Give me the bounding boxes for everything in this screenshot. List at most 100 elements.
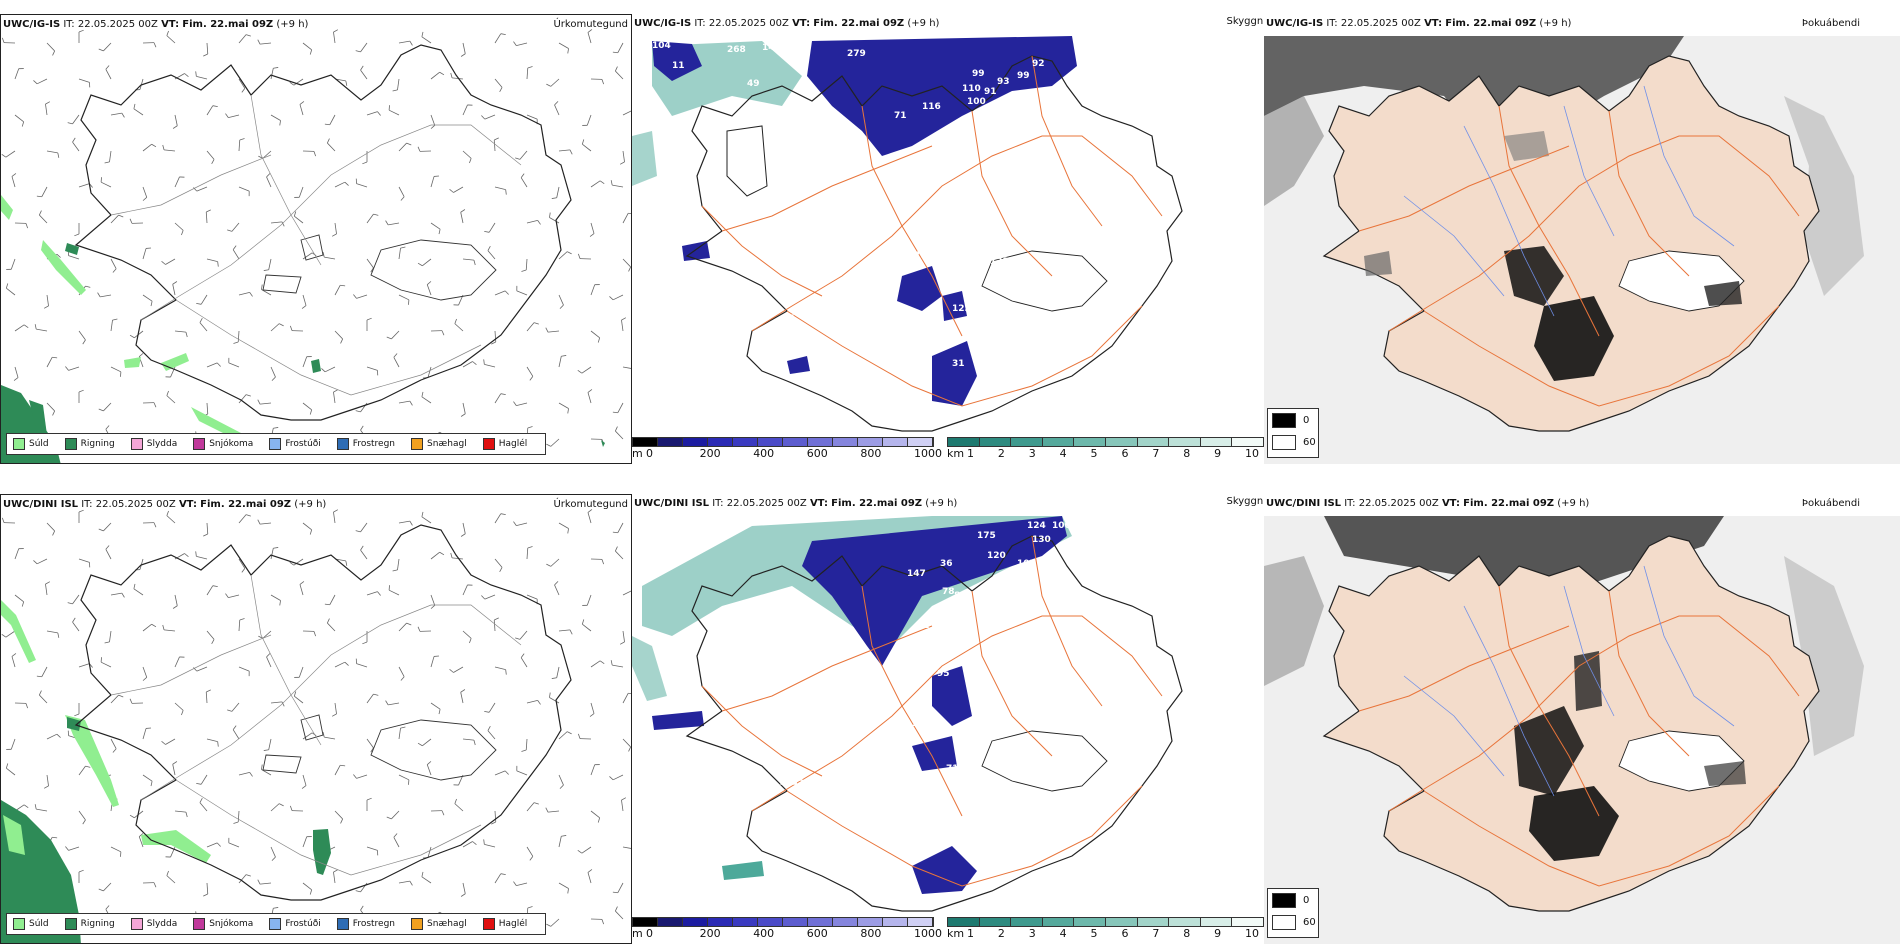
wind-barb-flag: [104, 641, 110, 644]
wind-barb: [298, 666, 304, 678]
wind-barb-flag: [299, 101, 305, 105]
wind-barb-flag: [340, 818, 344, 824]
wind-barb-flag: [112, 748, 117, 753]
wind-barb: [484, 363, 496, 368]
colorbar-cell: [1137, 438, 1170, 446]
wind-barb: [526, 366, 534, 377]
wind-barb-flag: [527, 546, 533, 549]
wind-barb-flag: [355, 50, 361, 53]
wind-barb-flag: [500, 513, 506, 515]
wind-barb-flag: [473, 740, 476, 746]
wind-barb: [14, 68, 20, 80]
wind-barb: [622, 693, 629, 704]
wind-barb-flag: [599, 180, 605, 185]
wind-barb: [196, 75, 208, 80]
wind-barb: [366, 111, 378, 116]
colorbar-tick: 400: [753, 927, 775, 940]
wind-barb: [516, 770, 528, 776]
legend-label: Snæhagl: [427, 439, 467, 449]
wind-barb-flag: [406, 622, 412, 626]
wind-barb-flag: [366, 317, 372, 321]
wind-barb-flag: [78, 389, 84, 393]
colorbar-cell: [948, 918, 980, 926]
wind-barb-flag: [23, 324, 29, 329]
wind-barb-flag: [559, 784, 564, 789]
wind-barb: [5, 630, 16, 638]
height-label: 92: [1032, 59, 1045, 69]
wind-barb-flag: [105, 545, 110, 550]
wind-barb-flag: [417, 626, 421, 632]
wind-barb: [72, 141, 80, 152]
wind-barb-flag: [409, 880, 413, 886]
wind-barb-flag: [513, 401, 517, 406]
wind-barb-flag: [469, 638, 472, 644]
legend-label: Frostregn: [352, 919, 396, 929]
wind-barb: [494, 78, 503, 88]
wind-barb-flag: [309, 889, 313, 895]
wind-barb-flag: [257, 399, 261, 405]
colorbar-cell: [1011, 918, 1043, 926]
wind-barb: [78, 810, 86, 821]
wind-barb-flag: [360, 425, 364, 431]
wind-barb-flag: [612, 531, 618, 534]
legend-swatch: [482, 438, 495, 450]
wind-barb-flag: [377, 591, 381, 596]
wind-barb: [206, 842, 218, 848]
fog-index-legend: 0 60: [1267, 408, 1319, 458]
wind-barb: [366, 213, 374, 224]
colorbar-tick: 6: [1121, 927, 1129, 940]
wind-barb: [109, 150, 112, 162]
wind-barb: [462, 150, 472, 159]
wind-barb: [586, 114, 592, 126]
wind-barb-flag: [216, 362, 221, 367]
wind-barb-flag: [537, 220, 541, 225]
colorbar-tick: 200: [699, 927, 721, 940]
wind-barb: [488, 222, 496, 233]
wind-barb-flag: [5, 283, 9, 289]
wind-barb-flag: [266, 173, 271, 178]
wind-barb-flag: [345, 80, 348, 86]
wind-barb: [199, 322, 208, 332]
wind-barb: [232, 249, 240, 260]
wind-barb: [430, 551, 440, 560]
wind-barb: [333, 512, 336, 524]
wind-barb: [430, 702, 441, 710]
wind-barb: [334, 222, 337, 234]
wind-barb-flag: [261, 764, 263, 770]
wind-barb: [615, 70, 624, 80]
height-label: 40: [742, 134, 755, 144]
legend-label: Haglél: [498, 439, 528, 449]
wind-barb: [206, 105, 214, 116]
wind-barb: [366, 366, 378, 371]
legend-label: Haglél: [498, 919, 528, 929]
wind-barb-flag: [74, 713, 80, 717]
wind-barb-flag: [460, 413, 466, 417]
wind-barb-flag: [345, 560, 348, 566]
wind-barb: [103, 402, 112, 412]
wind-barb: [14, 366, 19, 378]
visibility-colorbar: km 1 2 3 4 5 6 7 8 9 10: [947, 437, 1264, 463]
colorbar-cell: [683, 918, 708, 926]
wind-barb: [548, 810, 560, 813]
wind-barb: [366, 591, 378, 596]
wind-barb: [612, 294, 624, 301]
wind-barb: [388, 109, 400, 116]
wind-barb: [333, 392, 336, 404]
wind-barb-flag: [52, 410, 56, 416]
wind-barb: [388, 222, 400, 226]
wind-barb: [110, 366, 122, 373]
wind-barb-flag: [491, 341, 496, 345]
wind-barb: [421, 36, 432, 44]
wind-barb-flag: [551, 197, 557, 199]
wind-barb: [260, 42, 272, 45]
legend-swatch: [336, 438, 349, 450]
wind-barb: [11, 176, 16, 188]
wind-barb: [460, 692, 464, 704]
wind-barb: [172, 284, 176, 296]
wind-barb-flag: [138, 353, 144, 357]
wind-barb-flag: [610, 660, 613, 666]
wind-barb-flag: [196, 303, 202, 305]
wind-barb-flag: [245, 34, 251, 37]
legend-label: Slydda: [146, 919, 178, 929]
colorbar-cell: [833, 918, 858, 926]
